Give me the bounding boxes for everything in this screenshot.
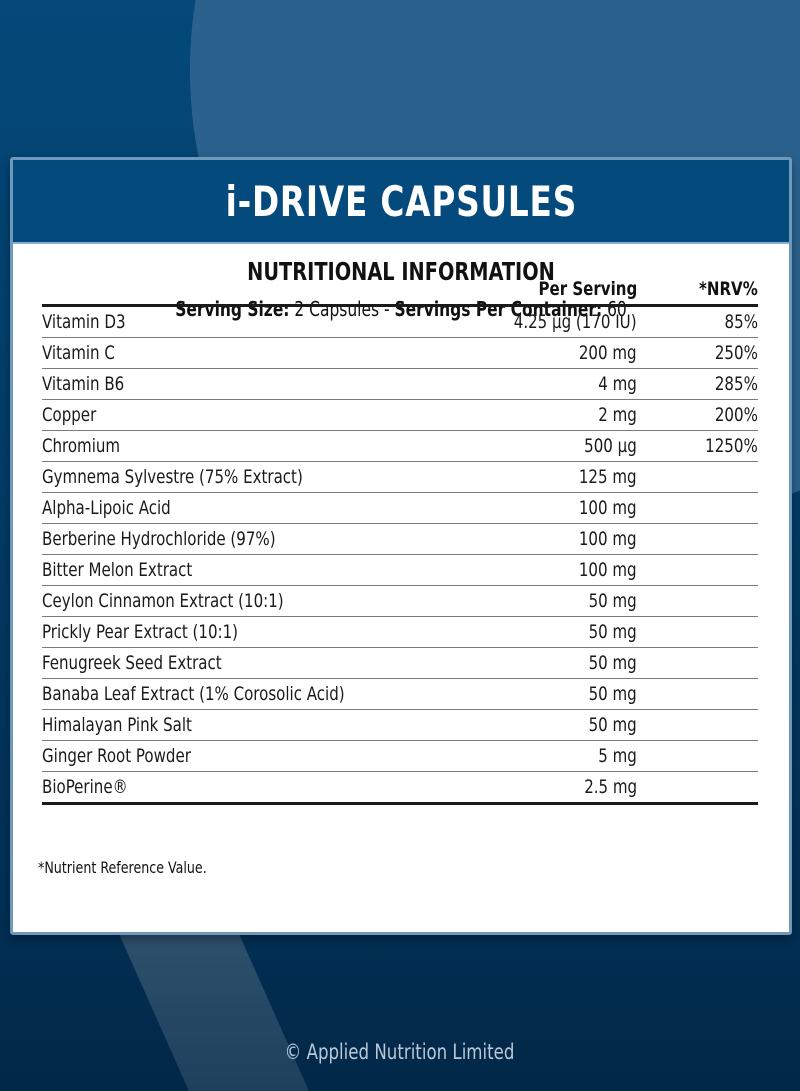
nrv-value [637,776,758,798]
header-per-serving: Per Serving [538,278,637,300]
nrv-value: 250% [714,342,758,364]
table-header: Per Serving *NRV% [42,270,758,307]
nutrition-table: Per Serving *NRV% Vitamin D3 4.25 µg (17… [42,270,758,805]
product-title: i-DRIVE CAPSULES [225,176,577,226]
nrv-value [637,621,758,643]
table-row: Copper 2 mg 200% [42,400,758,431]
nutrient-name: Prickly Pear Extract (10:1) [42,621,239,643]
per-serving-value: 50 mg [588,683,637,705]
table-row: Banaba Leaf Extract (1% Corosolic Acid) … [42,679,758,710]
per-serving-value: 500 µg [584,435,637,457]
nutrient-name: BioPerine® [42,776,128,798]
nutrient-name: Alpha-Lipoic Acid [42,497,171,519]
copyright-notice: © Applied Nutrition Limited [285,1040,515,1064]
nutrient-name: Bitter Melon Extract [42,559,193,581]
table-row: Ceylon Cinnamon Extract (10:1) 50 mg [42,586,758,617]
nrv-value [637,528,758,550]
table-row: Alpha-Lipoic Acid 100 mg [42,493,758,524]
nrv-value [637,652,758,674]
nrv-value: 285% [714,373,758,395]
per-serving-value: 50 mg [588,590,637,612]
nutrient-name: Ginger Root Powder [42,745,191,767]
nutrient-name: Fenugreek Seed Extract [42,652,222,674]
table-row: Berberine Hydrochloride (97%) 100 mg [42,524,758,555]
nrv-value [637,497,758,519]
section-title: NUTRITIONAL INFORMATION [247,257,555,286]
nutrient-name: Vitamin D3 [42,311,126,333]
per-serving-value: 50 mg [588,714,637,736]
per-serving-value: 50 mg [588,652,637,674]
table-row: Ginger Root Powder 5 mg [42,741,758,772]
table-row: Himalayan Pink Salt 50 mg [42,710,758,741]
nrv-value [637,559,758,581]
nrv-value [637,590,758,612]
nrv-value [637,714,758,736]
nrv-value [637,466,758,488]
nutrient-name: Berberine Hydrochloride (97%) [42,528,276,550]
header-nrv: *NRV% [699,278,758,300]
servings-per-container-value: 60 [602,297,627,321]
nutrient-name: Chromium [42,435,121,457]
table-body: Vitamin D3 4.25 µg (170 IU) 85% Vitamin … [42,307,758,805]
table-row: Vitamin C 200 mg 250% [42,338,758,369]
serving-size-value: 2 Capsules - [289,297,395,321]
per-serving-value: 125 mg [579,466,637,488]
table-row: Vitamin B6 4 mg 285% [42,369,758,400]
per-serving-value: 4 mg [598,373,637,395]
table-row: Bitter Melon Extract 100 mg [42,555,758,586]
footnote: *Nutrient Reference Value. [38,858,207,877]
serving-info: Serving Size: 2 Capsules - Servings Per … [92,297,709,321]
per-serving-value: 100 mg [579,497,637,519]
nrv-value: 200% [714,404,758,426]
nutrient-name: Ceylon Cinnamon Extract (10:1) [42,590,284,612]
nrv-value [637,745,758,767]
panel-body: NUTRITIONAL INFORMATION Serving Size: 2 … [13,257,789,321]
servings-per-container-label: Servings Per Container: [394,297,603,321]
nrv-value: 1250% [705,435,758,457]
nutrient-name: Copper [42,404,97,426]
table-row: Gymnema Sylvestre (75% Extract) 125 mg [42,462,758,493]
table-row: Vitamin D3 4.25 µg (170 IU) 85% [42,307,758,338]
nutrient-name: Himalayan Pink Salt [42,714,192,736]
nrv-value: 85% [724,311,758,333]
per-serving-value: 2.5 mg [584,776,637,798]
per-serving-value: 100 mg [579,559,637,581]
per-serving-value: 2 mg [598,404,637,426]
panel-header: i-DRIVE CAPSULES [13,160,789,244]
table-row: Prickly Pear Extract (10:1) 50 mg [42,617,758,648]
nutrient-name: Banaba Leaf Extract (1% Corosolic Acid) [42,683,345,705]
nutrient-name: Gymnema Sylvestre (75% Extract) [42,466,303,488]
nutrient-name: Vitamin B6 [42,373,125,395]
table-row: BioPerine® 2.5 mg [42,772,758,805]
nutrition-panel: i-DRIVE CAPSULES NUTRITIONAL INFORMATION… [10,157,792,935]
per-serving-value: 50 mg [588,621,637,643]
nrv-value [637,683,758,705]
nutrient-name: Vitamin C [42,342,115,364]
per-serving-value: 4.25 µg (170 IU) [514,311,637,333]
table-row: Chromium 500 µg 1250% [42,431,758,462]
per-serving-value: 200 mg [579,342,637,364]
background-bottom-shade [0,940,800,1091]
table-row: Fenugreek Seed Extract 50 mg [42,648,758,679]
per-serving-value: 5 mg [598,745,637,767]
serving-size-label: Serving Size: [175,297,290,321]
per-serving-value: 100 mg [579,528,637,550]
